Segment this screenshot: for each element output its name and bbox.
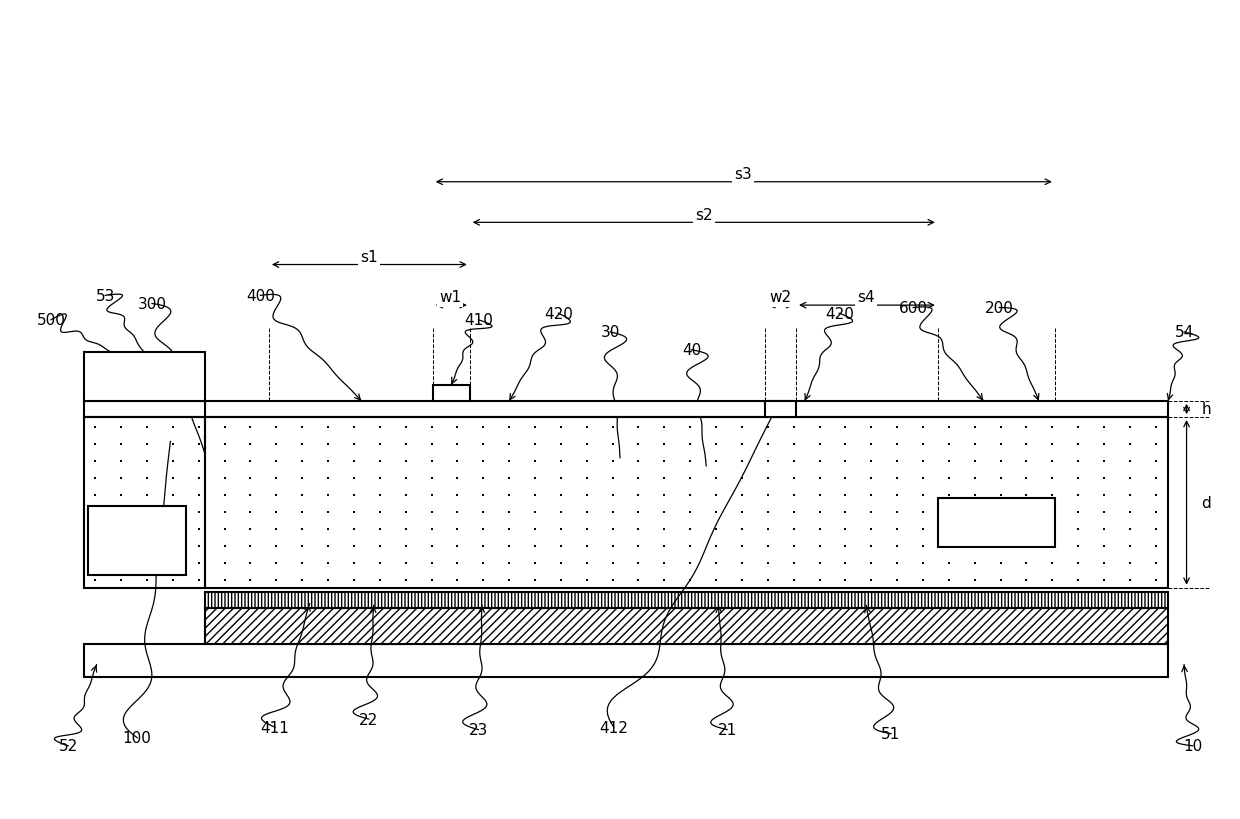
- Text: d: d: [1202, 495, 1211, 510]
- Text: 51: 51: [882, 726, 900, 741]
- Text: 600: 600: [899, 301, 928, 315]
- Bar: [84, 418, 1168, 588]
- Text: 300: 300: [138, 296, 166, 311]
- Text: 30: 30: [600, 325, 620, 340]
- Text: 500: 500: [36, 313, 66, 328]
- Text: 52: 52: [58, 739, 78, 753]
- Text: 22: 22: [360, 712, 378, 726]
- Text: w2: w2: [769, 290, 791, 305]
- Text: 200: 200: [985, 301, 1014, 315]
- Bar: [84, 418, 205, 588]
- Bar: [937, 499, 1055, 547]
- Text: 54: 54: [1174, 325, 1194, 340]
- Text: 410: 410: [464, 313, 492, 328]
- Text: h: h: [1202, 402, 1211, 417]
- Text: s2: s2: [694, 207, 713, 223]
- Bar: [205, 592, 1168, 609]
- Bar: [765, 401, 796, 418]
- Text: 23: 23: [469, 722, 489, 737]
- Text: 53: 53: [95, 288, 115, 304]
- Bar: [205, 418, 1168, 588]
- Bar: [433, 385, 470, 401]
- Text: 420: 420: [825, 306, 853, 321]
- Text: w1: w1: [439, 290, 461, 305]
- Text: 40: 40: [682, 343, 701, 358]
- Bar: [84, 645, 1168, 677]
- Text: s3: s3: [734, 167, 751, 182]
- Bar: [88, 507, 186, 576]
- Bar: [84, 353, 205, 401]
- Text: 400: 400: [246, 288, 275, 304]
- Text: 100: 100: [123, 731, 151, 745]
- Text: 411: 411: [260, 720, 290, 735]
- Text: s4: s4: [858, 290, 875, 305]
- Bar: [84, 401, 205, 418]
- Text: 420: 420: [544, 306, 573, 321]
- Text: 412: 412: [599, 720, 629, 735]
- Bar: [205, 401, 1168, 418]
- Text: s1: s1: [360, 250, 377, 265]
- Text: 21: 21: [718, 722, 737, 737]
- Text: 10: 10: [1183, 739, 1203, 753]
- Bar: [205, 609, 1168, 645]
